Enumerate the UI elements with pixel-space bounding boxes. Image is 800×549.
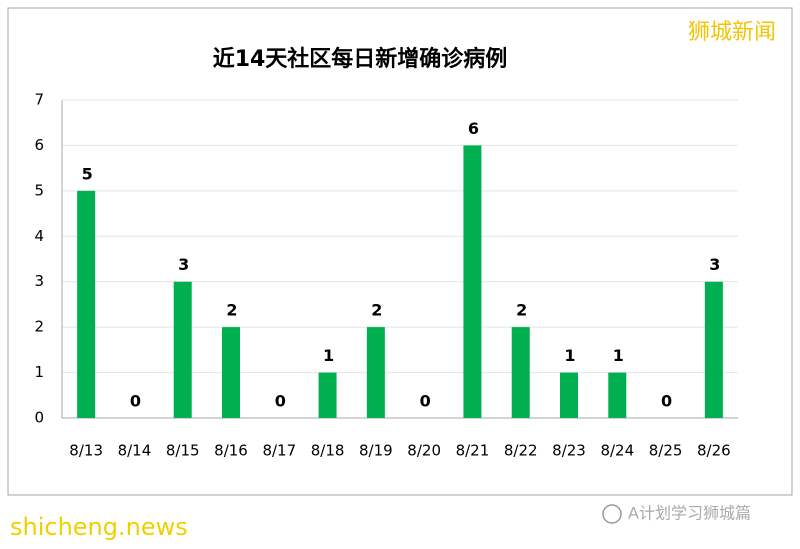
value-label: 6 <box>468 119 479 138</box>
value-label: 2 <box>226 301 237 320</box>
x-tick-label: 8/22 <box>504 442 538 460</box>
site-watermark: shicheng.news <box>10 513 188 541</box>
bar <box>704 281 723 418</box>
bar <box>463 145 482 418</box>
x-tick-label: 8/24 <box>600 442 634 460</box>
x-tick-label: 8/17 <box>262 442 296 460</box>
y-tick-label: 4 <box>34 227 44 245</box>
chart-title: 近14天社区每日新增确诊病例 <box>213 46 508 72</box>
value-label: 1 <box>564 346 575 365</box>
bar <box>560 372 578 418</box>
value-label: 2 <box>371 301 382 320</box>
x-tick-label: 8/13 <box>69 442 103 460</box>
bar <box>77 190 96 418</box>
x-tick-label: 8/15 <box>166 442 200 460</box>
bar <box>608 372 627 418</box>
value-label: 0 <box>420 392 431 411</box>
bar <box>318 372 337 418</box>
y-tick-label: 2 <box>34 318 44 336</box>
x-tick-label: 8/25 <box>649 442 683 460</box>
y-tick-label: 7 <box>34 91 44 109</box>
x-tick-label: 8/18 <box>311 442 345 460</box>
x-tick-label: 8/16 <box>214 442 248 460</box>
x-tick-label: 8/20 <box>407 442 441 460</box>
x-tick-label: 8/19 <box>359 442 393 460</box>
bar <box>366 327 385 418</box>
x-tick-label: 8/23 <box>552 442 586 460</box>
value-label: 3 <box>178 255 189 274</box>
bar <box>511 327 530 418</box>
y-tick-label: 1 <box>34 363 44 381</box>
x-tick-label: 8/26 <box>697 442 731 460</box>
y-tick-label: 6 <box>34 136 44 154</box>
watermark: 狮城新闻 <box>688 20 776 45</box>
value-label: 2 <box>516 301 527 320</box>
value-label: 1 <box>323 346 334 365</box>
value-label: 0 <box>661 392 672 411</box>
value-label: 5 <box>82 164 93 183</box>
bar <box>173 281 192 418</box>
y-tick-label: 5 <box>34 181 44 199</box>
bar <box>222 327 240 418</box>
chart-frame <box>7 7 793 496</box>
value-label: 0 <box>275 392 286 411</box>
value-label: 3 <box>709 255 720 274</box>
wechat-icon <box>602 504 622 524</box>
x-tick-label: 8/14 <box>118 442 152 460</box>
account-name: A计划学习狮城篇 <box>628 504 751 523</box>
value-label: 0 <box>130 392 141 411</box>
y-tick-label: 3 <box>34 272 44 290</box>
y-tick-label: 0 <box>34 409 44 427</box>
value-label: 1 <box>613 346 624 365</box>
x-tick-label: 8/21 <box>456 442 490 460</box>
